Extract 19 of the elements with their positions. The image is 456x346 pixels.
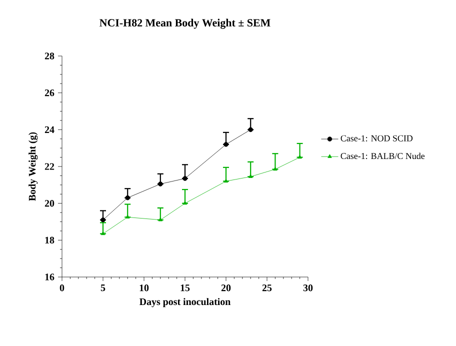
x-tick-label: 0 xyxy=(60,284,64,292)
x-tick-label: 5 xyxy=(100,284,106,292)
x-axis-title: Days post inoculation xyxy=(140,298,231,308)
y-tick-label: 16 xyxy=(45,274,54,280)
x-tick-label: 15 xyxy=(180,284,190,292)
x-tick-label: 10 xyxy=(140,284,149,292)
y-tick-label: 28 xyxy=(44,52,54,60)
y-tick-label: 26 xyxy=(44,89,54,96)
chart-title: NCI-H82 Mean Body Weight ± SEM xyxy=(100,18,270,29)
y-tick-label: 20 xyxy=(44,200,54,207)
legend-label: Case-1: BALB/C Nude xyxy=(340,152,425,160)
y-tick-label: 24 xyxy=(44,126,54,133)
x-tick-label: 30 xyxy=(303,284,313,292)
y-tick-label: 22 xyxy=(44,163,54,170)
y-tick-label: 18 xyxy=(45,236,54,244)
y-axis-title: Body Weight (g) xyxy=(28,132,38,201)
x-tick-label: 20 xyxy=(221,284,231,292)
x-tick-label: 25 xyxy=(262,284,272,292)
legend-label: Case-1: NOD SCID xyxy=(340,135,413,142)
